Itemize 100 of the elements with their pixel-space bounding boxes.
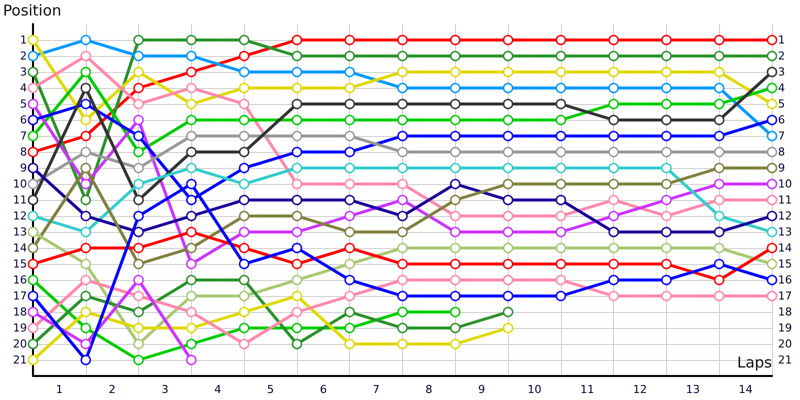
y-tick-label: 12 (13, 210, 27, 222)
point (292, 50, 302, 62)
point (238, 178, 250, 190)
point (344, 66, 355, 78)
point (80, 338, 92, 350)
point (397, 322, 408, 334)
point (80, 242, 92, 254)
point (766, 162, 778, 174)
point (450, 146, 461, 158)
point (186, 162, 197, 174)
point (238, 50, 250, 62)
point (344, 178, 355, 190)
point (450, 34, 461, 46)
point (80, 226, 92, 238)
point (186, 242, 197, 254)
point (556, 130, 566, 142)
point (133, 66, 144, 78)
y-tick-label: 7 (20, 130, 27, 142)
point (292, 290, 302, 302)
point (714, 98, 724, 110)
point (80, 34, 92, 46)
point (80, 290, 92, 302)
x-tick-label: 2 (108, 383, 116, 396)
point (608, 290, 619, 302)
point (766, 242, 778, 254)
point (397, 226, 408, 238)
point (556, 50, 566, 62)
y-tick-label: 10 (13, 178, 27, 190)
point (502, 82, 514, 94)
point (238, 82, 250, 94)
point (450, 194, 461, 206)
point (502, 258, 514, 270)
point (608, 194, 619, 206)
point (186, 226, 197, 238)
x-tick-label: 6 (320, 383, 327, 396)
y2-tick-label: 5 (778, 98, 785, 110)
point (238, 34, 250, 46)
point (186, 306, 197, 318)
point (397, 274, 408, 286)
x-tick-label: 14 (738, 383, 753, 396)
point (186, 146, 197, 158)
point (80, 354, 92, 366)
point (397, 50, 408, 62)
point (502, 210, 514, 222)
y2-tick-label: 1 (778, 34, 785, 46)
x-tick-label: 7 (372, 383, 380, 396)
point (186, 130, 197, 142)
point (450, 130, 461, 142)
point (28, 274, 38, 286)
point (766, 34, 778, 46)
point (238, 338, 250, 350)
point (186, 338, 197, 350)
point (238, 306, 250, 318)
point (238, 114, 250, 126)
point (80, 98, 92, 110)
point (450, 258, 461, 270)
y-tick-label: 16 (13, 274, 27, 286)
point (661, 130, 672, 142)
point (28, 258, 38, 270)
point (608, 50, 619, 62)
point (714, 194, 724, 206)
point (556, 66, 566, 78)
point (714, 178, 724, 190)
point (292, 322, 302, 334)
point (292, 114, 302, 126)
point (397, 82, 408, 94)
point (292, 226, 302, 238)
point (292, 162, 302, 174)
point (344, 50, 355, 62)
point (28, 210, 38, 222)
point (397, 98, 408, 110)
point (661, 226, 672, 238)
point (661, 50, 672, 62)
x-axis-title: Laps (737, 354, 772, 372)
point (397, 306, 408, 318)
point (238, 322, 250, 334)
point (766, 146, 778, 158)
y2-tick-label: 12 (778, 210, 792, 222)
y-tick-label: 14 (13, 242, 27, 254)
point (502, 98, 514, 110)
point (556, 210, 566, 222)
x-tick-label: 9 (478, 383, 486, 396)
point (292, 210, 302, 222)
point (292, 98, 302, 110)
point (450, 338, 461, 350)
point (344, 226, 355, 238)
y2-tick-label: 9 (778, 162, 785, 174)
point (344, 338, 355, 350)
point (344, 194, 355, 206)
y-tick-label: 9 (20, 162, 27, 174)
point (661, 98, 672, 110)
point (661, 146, 672, 158)
y2-tick-label: 19 (778, 322, 792, 334)
y-tick-label: 15 (13, 258, 27, 270)
x-tick-label: 12 (633, 383, 648, 396)
y-tick-label: 4 (20, 82, 27, 94)
point (80, 130, 92, 142)
point (661, 194, 672, 206)
point (608, 178, 619, 190)
point (133, 210, 144, 222)
